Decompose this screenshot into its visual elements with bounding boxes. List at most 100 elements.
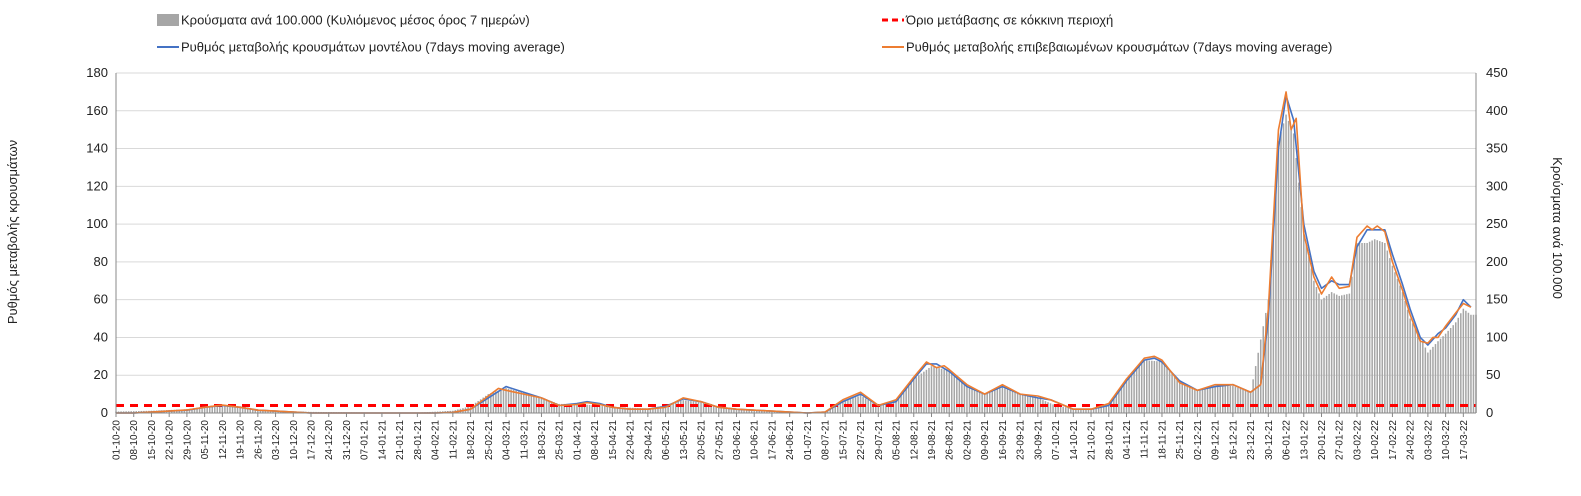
- case-bar: [1072, 408, 1075, 413]
- case-bar: [1105, 405, 1107, 413]
- case-bar: [1163, 364, 1166, 413]
- case-bar: [1361, 243, 1363, 413]
- case-bar: [1242, 389, 1244, 413]
- case-bar: [1427, 352, 1429, 413]
- case-bar: [943, 369, 945, 413]
- x-tick-label: 03-12-20: [271, 420, 282, 460]
- case-bar: [188, 408, 191, 413]
- x-tick-label: 27-05-21: [714, 420, 725, 460]
- case-bar: [1465, 310, 1467, 413]
- case-bar: [472, 404, 474, 413]
- y-left-tick-label: 60: [94, 292, 108, 307]
- case-bar: [877, 405, 880, 413]
- case-bar: [183, 409, 186, 413]
- case-bar: [956, 377, 958, 413]
- case-bar: [963, 383, 966, 413]
- x-tick-label: 18-02-21: [466, 420, 477, 460]
- case-bar: [958, 379, 961, 413]
- x-tick-label: 10-12-20: [289, 420, 300, 460]
- case-bar: [598, 405, 601, 413]
- y-axis-right-title: Κρούσματα ανά 100.000: [1550, 157, 1565, 299]
- case-bar: [1161, 361, 1163, 413]
- case-bar: [604, 406, 606, 413]
- x-tick-label: 08-04-21: [590, 420, 601, 460]
- x-tick-label: 24-02-22: [1406, 420, 1417, 460]
- case-bar: [1178, 381, 1181, 413]
- case-bar: [831, 406, 834, 413]
- case-bar: [221, 404, 224, 413]
- case-bar: [1414, 328, 1416, 413]
- case-bar: [1460, 313, 1462, 413]
- case-bar: [581, 404, 583, 413]
- case-bar: [1044, 401, 1047, 413]
- case-bar: [925, 369, 928, 413]
- case-bar: [583, 404, 586, 413]
- case-bar: [246, 407, 249, 413]
- case-bar: [1348, 293, 1351, 413]
- case-bar: [1097, 407, 1100, 413]
- case-bar: [758, 410, 761, 413]
- case-bar: [226, 405, 229, 413]
- case-bar: [1019, 394, 1021, 413]
- legend-swatch: [157, 14, 179, 26]
- case-bar: [616, 407, 619, 413]
- case-bar: [743, 409, 745, 413]
- case-bar: [1047, 402, 1049, 413]
- x-tick-label: 05-08-21: [892, 420, 903, 460]
- case-bar: [563, 403, 566, 413]
- case-bar: [745, 409, 748, 413]
- case-bar: [715, 406, 717, 413]
- x-tick-label: 10-06-21: [750, 420, 761, 460]
- case-bar: [1275, 180, 1277, 413]
- case-bar: [1325, 295, 1328, 413]
- case-bar: [1467, 312, 1470, 413]
- case-bar: [1158, 361, 1161, 413]
- case-bar: [1305, 243, 1308, 413]
- case-bar: [626, 407, 629, 413]
- case-bar: [1303, 231, 1305, 413]
- case-bar: [763, 410, 766, 413]
- case-bar: [1189, 386, 1191, 413]
- case-bar: [1130, 373, 1133, 413]
- case-bar: [1247, 391, 1249, 413]
- x-tick-label: 16-09-21: [998, 420, 1009, 460]
- x-tick-label: 15-04-21: [608, 420, 619, 460]
- x-tick-label: 15-07-21: [838, 420, 849, 460]
- case-bar: [1219, 386, 1221, 413]
- case-bar: [229, 405, 231, 413]
- case-bar: [702, 403, 705, 413]
- case-bar: [1285, 114, 1287, 413]
- case-bar: [1234, 386, 1237, 413]
- x-tick-label: 31-12-20: [342, 420, 353, 460]
- case-bar: [1371, 240, 1373, 413]
- case-bar: [1353, 259, 1356, 413]
- x-tick-label: 29-07-21: [874, 420, 885, 460]
- case-bar: [201, 407, 203, 413]
- case-bar: [566, 403, 568, 413]
- case-bar: [907, 384, 910, 413]
- legend-item-threshold: Όριο μετάβασης σε κόκκινη περιοχή: [882, 13, 1113, 28]
- cases-bars: [115, 114, 1477, 414]
- case-bar: [755, 410, 758, 413]
- case-bar: [910, 381, 912, 413]
- case-bar: [1297, 182, 1300, 413]
- case-bar: [1108, 405, 1110, 413]
- case-bar: [548, 400, 550, 413]
- case-bar: [234, 405, 236, 413]
- case-bar: [1330, 292, 1333, 413]
- case-bar: [1396, 278, 1399, 413]
- x-tick-label: 09-12-21: [1211, 420, 1222, 460]
- case-bar: [252, 408, 254, 413]
- case-bar: [738, 409, 740, 413]
- y-right-tick-label: 350: [1486, 141, 1508, 156]
- case-bar: [191, 408, 193, 413]
- y-left-tick-label: 40: [94, 329, 108, 344]
- x-tick-label: 07-01-21: [360, 420, 371, 460]
- case-bar: [1257, 352, 1259, 413]
- x-tick-label: 14-10-21: [1069, 420, 1080, 460]
- x-tick-label: 15-10-20: [147, 420, 158, 460]
- x-tick-label: 07-10-21: [1051, 420, 1062, 460]
- case-bar: [591, 405, 593, 413]
- x-tick-label: 04-11-21: [1122, 420, 1133, 460]
- case-bar: [1386, 250, 1389, 413]
